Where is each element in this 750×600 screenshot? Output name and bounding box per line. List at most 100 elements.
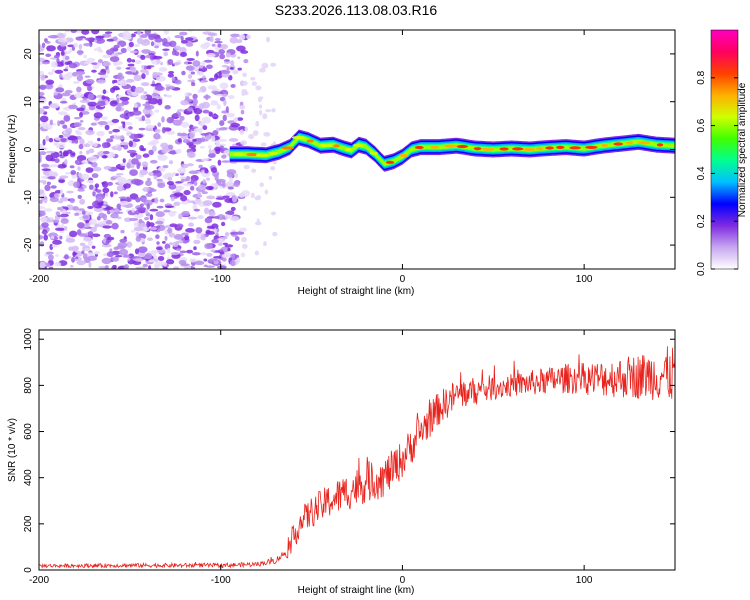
noise-blob: [202, 179, 207, 184]
snr-y-label: SNR (10 * v/v): [7, 418, 18, 482]
noise-blob: [193, 246, 197, 251]
noise-blob: [229, 231, 238, 235]
noise-blob: [110, 191, 114, 198]
colorbar-tick-label: 0.6: [696, 118, 707, 132]
noise-blob: [118, 196, 128, 199]
noise-blob: [166, 247, 171, 254]
noise-blob: [90, 226, 98, 233]
noise-blob: [208, 148, 212, 155]
noise-blob: [163, 261, 167, 267]
noise-blob: [57, 200, 64, 204]
snr-x-tick-label: -100: [211, 575, 231, 586]
noise-blob: [54, 158, 60, 163]
noise-blob: [119, 79, 128, 87]
noise-blob: [209, 35, 214, 43]
noise-blob: [113, 246, 119, 251]
noise-blob: [222, 236, 228, 240]
noise-blob: [119, 96, 130, 101]
noise-blob: [72, 252, 78, 256]
noise-blob: [142, 153, 150, 158]
noise-blob: [143, 39, 149, 44]
noise-blob: [213, 228, 217, 234]
noise-blob: [57, 38, 68, 43]
noise-blob: [141, 65, 145, 69]
colorbar: 0.0 0.2 0.4 0.6 0.8 Normalized spectral ampl…: [696, 29, 748, 276]
noise-blob: [200, 132, 210, 136]
noise-blob: [57, 120, 61, 127]
noise-blob: [240, 109, 245, 115]
noise-blob: [271, 108, 276, 113]
spectrogram-x-tick-label: 0: [400, 274, 406, 285]
noise-blob: [227, 186, 234, 190]
noise-blob: [128, 158, 132, 164]
noise-blob: [208, 211, 216, 217]
noise-blob: [167, 227, 173, 234]
noise-blob: [240, 252, 246, 258]
noise-blob: [220, 43, 229, 50]
noise-blob: [132, 110, 142, 116]
noise-blob: [208, 153, 216, 158]
noise-blob: [71, 257, 75, 263]
noise-blob: [69, 48, 73, 53]
noise-blob: [214, 146, 221, 152]
noise-blob: [145, 118, 151, 125]
noise-blob: [56, 214, 67, 218]
noise-blob: [44, 184, 51, 192]
noise-blob: [43, 234, 48, 241]
noise-blob: [235, 45, 246, 52]
noise-blob: [172, 113, 179, 118]
noise-blob: [230, 122, 241, 128]
noise-blob: [127, 257, 131, 261]
noise-blob: [186, 58, 195, 61]
noise-blob: [172, 119, 183, 126]
noise-blob: [181, 232, 189, 236]
noise-blob: [210, 249, 216, 253]
noise-blob: [87, 206, 94, 209]
noise-blob: [65, 237, 76, 243]
colorbar-tick-label: 0.4: [696, 166, 707, 180]
noise-blob: [76, 229, 82, 236]
noise-blob: [252, 130, 259, 136]
noise-blob: [97, 59, 103, 64]
noise-blob: [202, 200, 213, 206]
noise-blob: [92, 166, 102, 172]
noise-blob: [49, 102, 60, 109]
noise-blob: [73, 116, 81, 120]
noise-blob: [95, 196, 104, 202]
noise-blob: [87, 140, 94, 144]
colorbar-ticks: 0.0 0.2 0.4 0.6 0.8: [696, 29, 739, 276]
noise-blob: [248, 133, 255, 140]
noise-blob: [161, 146, 169, 154]
noise-blob: [230, 206, 236, 212]
noise-blob: [163, 30, 169, 35]
noise-blob: [240, 140, 247, 146]
noise-blob: [146, 65, 152, 70]
noise-blob: [229, 36, 239, 44]
noise-blob: [79, 150, 83, 155]
snr-frame: [38, 329, 676, 571]
noise-blob: [126, 149, 137, 154]
noise-blob: [94, 223, 99, 228]
noise-blob: [180, 35, 184, 42]
noise-blob: [157, 256, 165, 262]
noise-blob: [203, 258, 208, 262]
noise-blob: [70, 170, 77, 175]
noise-blob: [192, 60, 201, 67]
noise-blob: [145, 192, 153, 197]
noise-blob: [49, 119, 54, 126]
noise-blob: [76, 74, 84, 82]
noise-blob: [218, 127, 228, 131]
noise-blob: [197, 191, 202, 198]
noise-blob: [130, 33, 136, 38]
noise-blob: [141, 115, 146, 121]
noise-blob: [48, 164, 59, 168]
noise-blob: [54, 69, 64, 74]
noise-blob: [255, 120, 260, 127]
noise-blob: [64, 171, 71, 175]
noise-blob: [254, 250, 260, 256]
noise-blob: [218, 49, 225, 55]
noise-blob: [225, 106, 229, 113]
noise-blob: [205, 94, 209, 101]
noise-blob: [140, 82, 150, 87]
noise-blob: [73, 42, 78, 48]
